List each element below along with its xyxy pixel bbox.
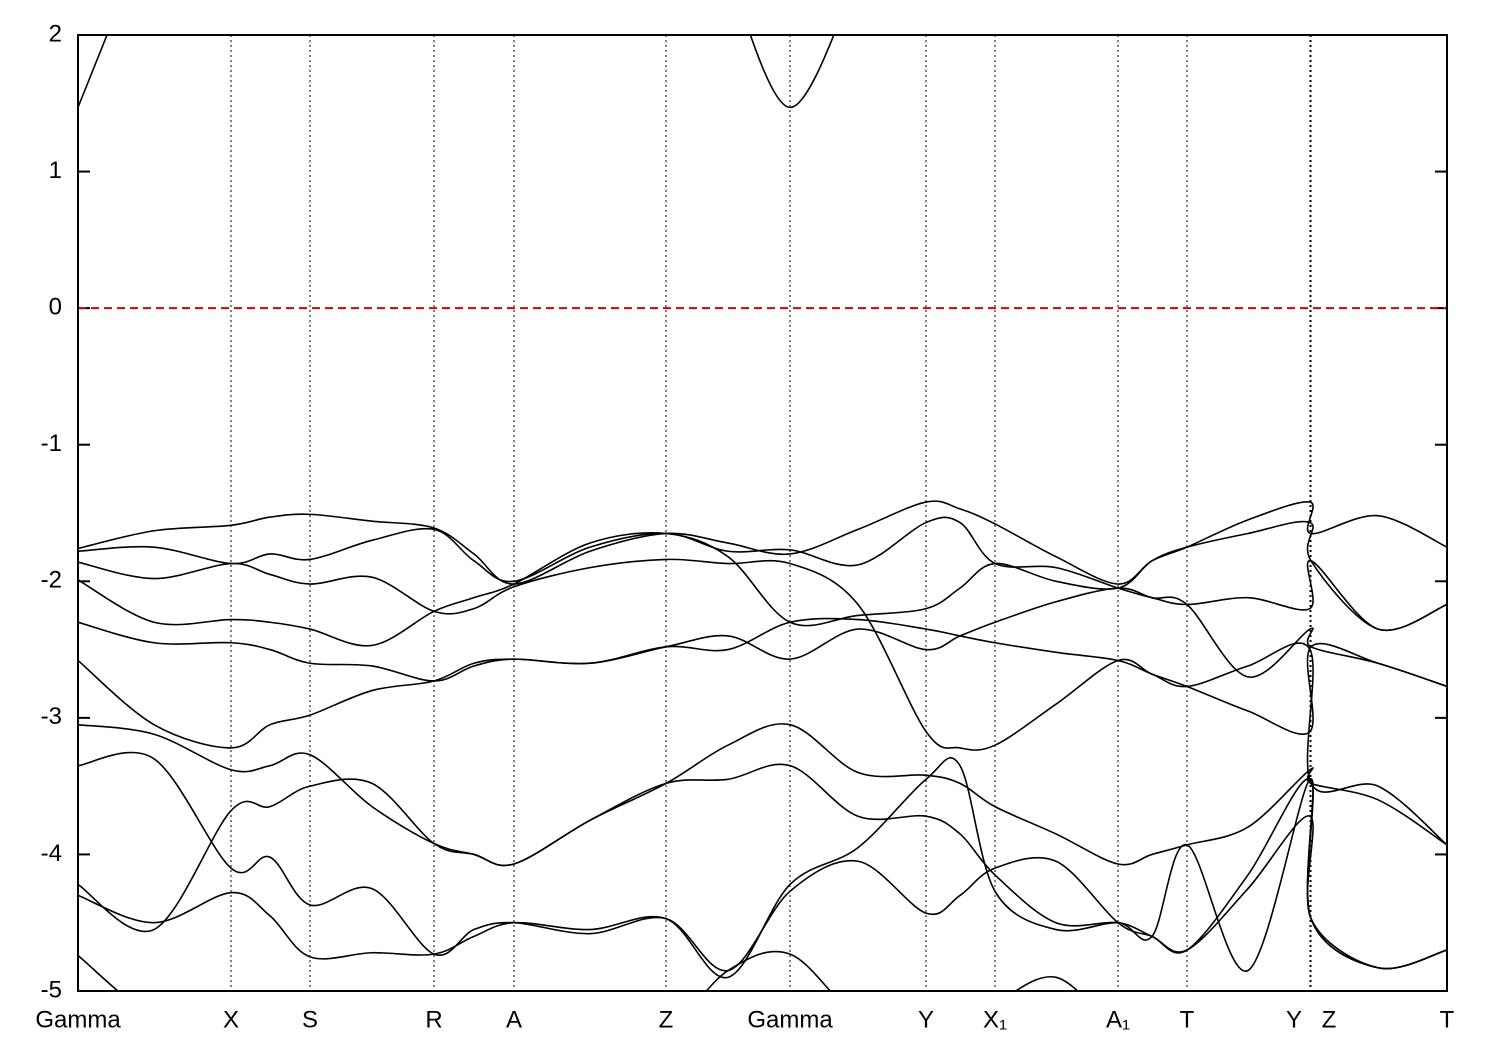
band xyxy=(78,558,1447,751)
band xyxy=(78,617,1447,846)
band xyxy=(78,520,1447,647)
y-tick-label: -4 xyxy=(41,840,62,867)
x-tick-label: A xyxy=(506,1006,522,1033)
y-tick-label: 0 xyxy=(49,293,62,320)
x-tick-label: T xyxy=(1180,1006,1195,1033)
x-tick-label: X₁ xyxy=(983,1006,1007,1033)
x-tick-label: A₁ xyxy=(1106,1006,1130,1033)
x-tick-label: Gamma xyxy=(747,1006,833,1033)
band xyxy=(78,35,108,108)
band xyxy=(78,723,1447,867)
plot-frame xyxy=(77,34,1448,992)
y-tick-label: 1 xyxy=(49,157,62,184)
band xyxy=(78,751,1447,972)
y-tick-label: -5 xyxy=(41,976,62,1003)
y-tick-label: -2 xyxy=(41,567,62,594)
x-tick-label: T xyxy=(1440,1006,1455,1033)
band xyxy=(78,587,1447,688)
x-tick-label: Y xyxy=(918,1006,934,1033)
band xyxy=(749,35,835,109)
y-tick-label: -1 xyxy=(41,430,62,457)
x-tick-label: R xyxy=(425,1006,442,1033)
x-tick-label: Gamma xyxy=(35,1006,121,1033)
x-tick-label: Z xyxy=(659,1006,674,1033)
x-tick-label: Y xyxy=(1286,1006,1302,1033)
x-tick-label: X xyxy=(223,1006,239,1033)
y-tick-label: 2 xyxy=(49,20,62,47)
x-tick-label: Z xyxy=(1322,1006,1337,1033)
band xyxy=(78,763,1447,970)
band xyxy=(78,757,1447,979)
band xyxy=(78,950,1447,991)
y-tick-label: -3 xyxy=(41,703,62,730)
band xyxy=(78,516,1447,632)
bands xyxy=(78,35,1447,991)
x-tick-label: S xyxy=(302,1006,318,1033)
band xyxy=(78,500,1447,585)
